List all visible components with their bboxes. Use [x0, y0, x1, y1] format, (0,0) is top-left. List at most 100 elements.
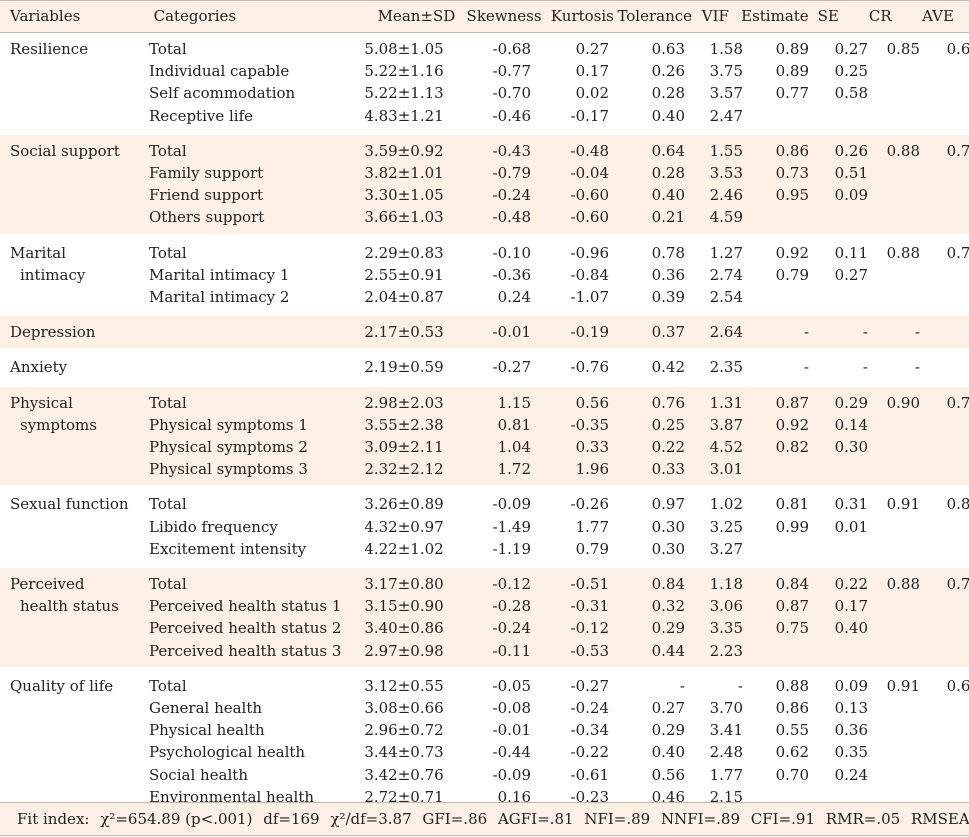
variable-name: Anxiety: [10, 358, 68, 377]
cell-ave: [920, 516, 969, 538]
cell-kurtosis: -0.84: [570, 265, 609, 284]
cell-se: 0.35: [834, 743, 868, 762]
cell-mean-sd: 3.30±1.05: [361, 184, 447, 207]
cell-cr: [868, 764, 920, 786]
table-row: Marital intimacy 2 2.04±0.87 0.24 -1.07 0.39…: [0, 286, 969, 315]
cell-kurtosis: -0.27: [570, 676, 609, 695]
cell-mean-sd: 2.19±0.59: [364, 358, 444, 377]
cell-tolerance: 0.36: [651, 265, 685, 284]
cell-kurtosis: 0.27: [575, 40, 609, 58]
cell-cr: 0.90: [868, 385, 920, 414]
cell-skewness: -1.49: [492, 517, 531, 536]
cell-category: Physical health: [149, 721, 265, 740]
cell-category: Psychological health: [149, 743, 306, 762]
cell-kurtosis: -0.04: [541, 162, 615, 185]
cell-cr: [868, 516, 920, 538]
cell-mean-sd: 3.12±0.55: [364, 676, 444, 695]
variable-group: Quality of life Total 3.12±0.55 -0.05 -0.27-…: [0, 668, 969, 815]
cell-cr: [868, 162, 920, 185]
cell-tolerance: 0.28: [651, 84, 685, 103]
cell-skewness: -0.70: [492, 84, 531, 103]
variable-group: Marital Total 2.29±0.83 -0.10 -0.96 0.78 1.27 0…: [0, 235, 969, 315]
cell-kurtosis: -0.23: [570, 787, 609, 806]
cell-se: 0.51: [819, 162, 868, 185]
table-row: General health 3.08±0.66 -0.08 -0.24 0.27 3.7…: [0, 697, 969, 719]
cell-ave: 0.72: [920, 133, 969, 163]
cell-vif: 1.02: [709, 495, 743, 514]
fit-index-row: Fit index: χ²=654.89 (p<.001) df=169 χ²/…: [0, 802, 969, 836]
cell-tolerance: 0.29: [615, 617, 693, 640]
cell-cr: [868, 458, 920, 487]
cell-skewness: -0.43: [447, 133, 541, 163]
cell-mean-sd: 3.15±0.90: [361, 595, 447, 618]
cell-cr: 0.91: [886, 495, 920, 514]
cell-kurtosis: -0.51: [541, 566, 615, 596]
cell-tolerance: 0.56: [651, 765, 685, 784]
cell-ave: 0.69: [946, 676, 969, 695]
table-row: Quality of life Total 3.12±0.55 -0.05 -0.27 -…: [0, 668, 969, 697]
cell-tolerance: 0.39: [651, 288, 685, 307]
header-cr: CR: [853, 0, 908, 33]
cell-mean-sd: 2.97±0.98: [361, 639, 447, 669]
cell-ave: [920, 538, 969, 567]
cell-cr: -: [868, 314, 920, 350]
variable-name: Physical: [10, 393, 73, 412]
cell-cr: 0.88: [868, 133, 920, 163]
cell-tolerance: 0.21: [615, 206, 693, 236]
cell-mean-sd: 2.98±2.03: [361, 385, 447, 414]
cell-category: Perceived health status 3: [149, 639, 361, 669]
cell-category: Individual capable: [149, 62, 290, 81]
cell-estimate: [749, 286, 819, 315]
cell-category: Total: [149, 133, 361, 163]
cell-category: General health: [149, 699, 263, 718]
cell-cr: [868, 82, 920, 104]
cell-mean-sd: 2.96±0.72: [364, 721, 444, 740]
cell-tolerance: 0.40: [651, 106, 685, 125]
table-row: Perceived health status 2 3.40±0.86 -0.24-…: [0, 617, 969, 640]
table-row: Environmental health 2.72±0.71 0.16 -0.23 0.…: [0, 786, 969, 815]
cell-se: 0.31: [834, 495, 868, 514]
table-row: Physical symptoms 3 2.32±2.12 1.72 1.96 0.33…: [0, 458, 969, 487]
cell-vif: 2.64: [693, 314, 749, 350]
variable-name: Sexual function: [10, 495, 129, 514]
table-row: Physical Total 2.98±2.03 1.15 0.56 0.76 1.31 0.…: [0, 385, 969, 414]
cell-category: Friend support: [149, 184, 361, 207]
cell-estimate: 0.95: [749, 184, 819, 207]
cell-category: Total: [149, 385, 361, 414]
cell-skewness: -0.79: [447, 162, 541, 185]
fit-rmsea: RMSEA=.08: [910, 810, 969, 828]
cell-variable: [0, 206, 149, 236]
cell-cr: [868, 719, 920, 741]
cell-category: Receptive life: [149, 106, 254, 125]
table-row: Receptive life 4.83±1.21 -0.46 -0.17 0.40 2.4…: [0, 105, 969, 134]
header-ave: AVE: [907, 0, 969, 33]
cell-ave: 0.75: [920, 385, 969, 414]
cell-cr: [868, 639, 920, 669]
cell-skewness: -0.09: [492, 765, 531, 784]
cell-mean-sd: 3.55±2.38: [361, 413, 447, 437]
cell-variable: [0, 286, 149, 315]
cell-category: Perceived health status 1: [149, 595, 361, 618]
variable-name: Quality of life: [10, 676, 114, 695]
table-row: symptoms Physical symptoms 1 3.55±2.38 0.81…: [0, 413, 969, 437]
cell-skewness: -0.10: [492, 243, 531, 262]
cell-estimate: [749, 206, 819, 236]
cell-skewness: -0.09: [492, 495, 531, 514]
cell-ave: [920, 595, 969, 618]
fit-chi-square: χ²=654.89 (p<.001): [100, 810, 253, 828]
cell-mean-sd: 2.55±0.91: [364, 265, 444, 284]
cell-kurtosis: -0.35: [541, 413, 615, 437]
cell-se: -: [862, 358, 868, 377]
cell-estimate: 0.77: [775, 84, 809, 103]
variable-group: Resilience Total 5.08±1.05 -0.68 0.27 0.63 1.5…: [0, 33, 969, 134]
cell-mean-sd: 4.32±0.97: [364, 517, 444, 536]
cell-tolerance: 0.46: [651, 787, 685, 806]
cell-ave: -: [920, 350, 969, 385]
cell-estimate: [749, 458, 819, 487]
cell-cr: [868, 264, 920, 286]
cell-mean-sd: 4.22±1.02: [364, 539, 444, 558]
cell-vif: 1.18: [693, 566, 749, 596]
cell-category: Environmental health: [149, 787, 315, 806]
cell-kurtosis: -0.60: [541, 206, 615, 236]
cell-se: -: [819, 314, 868, 350]
